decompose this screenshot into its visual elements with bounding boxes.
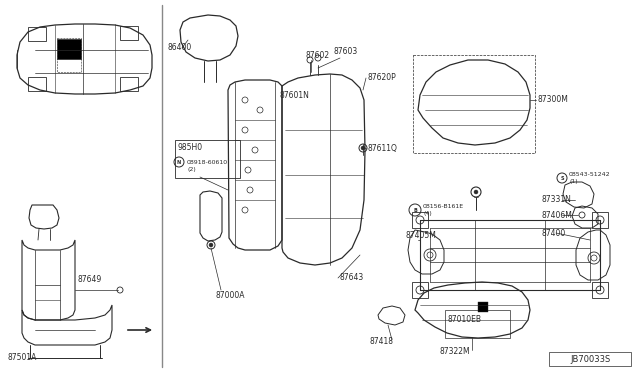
Text: JB70033S: JB70033S [570, 356, 610, 365]
Circle shape [361, 146, 365, 150]
Bar [57, 39, 81, 59]
Text: B: B [413, 208, 417, 212]
Text: (2): (2) [187, 167, 196, 173]
Bar [28, 27, 46, 41]
Bar [120, 26, 138, 40]
Text: 87643: 87643 [340, 273, 364, 282]
Text: 87405M: 87405M [406, 231, 437, 240]
Bar [478, 302, 488, 312]
Circle shape [474, 190, 478, 194]
Bar [175, 140, 240, 178]
Text: 87331N: 87331N [541, 196, 571, 205]
Text: 87602: 87602 [305, 51, 329, 60]
Bar [413, 55, 535, 153]
Text: 87322M: 87322M [440, 347, 470, 356]
Text: S: S [560, 176, 564, 180]
Text: 87300M: 87300M [538, 96, 569, 105]
Text: 87601N: 87601N [280, 92, 310, 100]
Text: 985H0: 985H0 [178, 144, 203, 153]
Text: N: N [177, 160, 181, 164]
Text: 87620P: 87620P [368, 74, 397, 83]
Bar [120, 77, 138, 91]
Text: 87406M: 87406M [541, 211, 572, 219]
Text: 87649: 87649 [78, 276, 102, 285]
Bar [549, 352, 631, 366]
Text: 87010EB: 87010EB [447, 315, 481, 324]
Text: 87400: 87400 [541, 228, 565, 237]
Text: (1): (1) [569, 180, 578, 185]
Bar [445, 310, 510, 338]
Text: 87418: 87418 [370, 337, 394, 346]
Text: 08918-60610: 08918-60610 [187, 160, 228, 164]
Text: (4): (4) [423, 212, 432, 217]
Text: 87603: 87603 [334, 48, 358, 57]
Bar [57, 38, 81, 72]
Circle shape [209, 243, 213, 247]
Text: 08543-51242: 08543-51242 [569, 171, 611, 176]
Bar [28, 77, 46, 91]
Text: 08156-B161E: 08156-B161E [423, 203, 464, 208]
Text: 86400: 86400 [168, 44, 192, 52]
Text: 87611Q: 87611Q [368, 144, 398, 153]
Text: 87501A: 87501A [8, 353, 37, 362]
Text: 87000A: 87000A [215, 291, 244, 299]
